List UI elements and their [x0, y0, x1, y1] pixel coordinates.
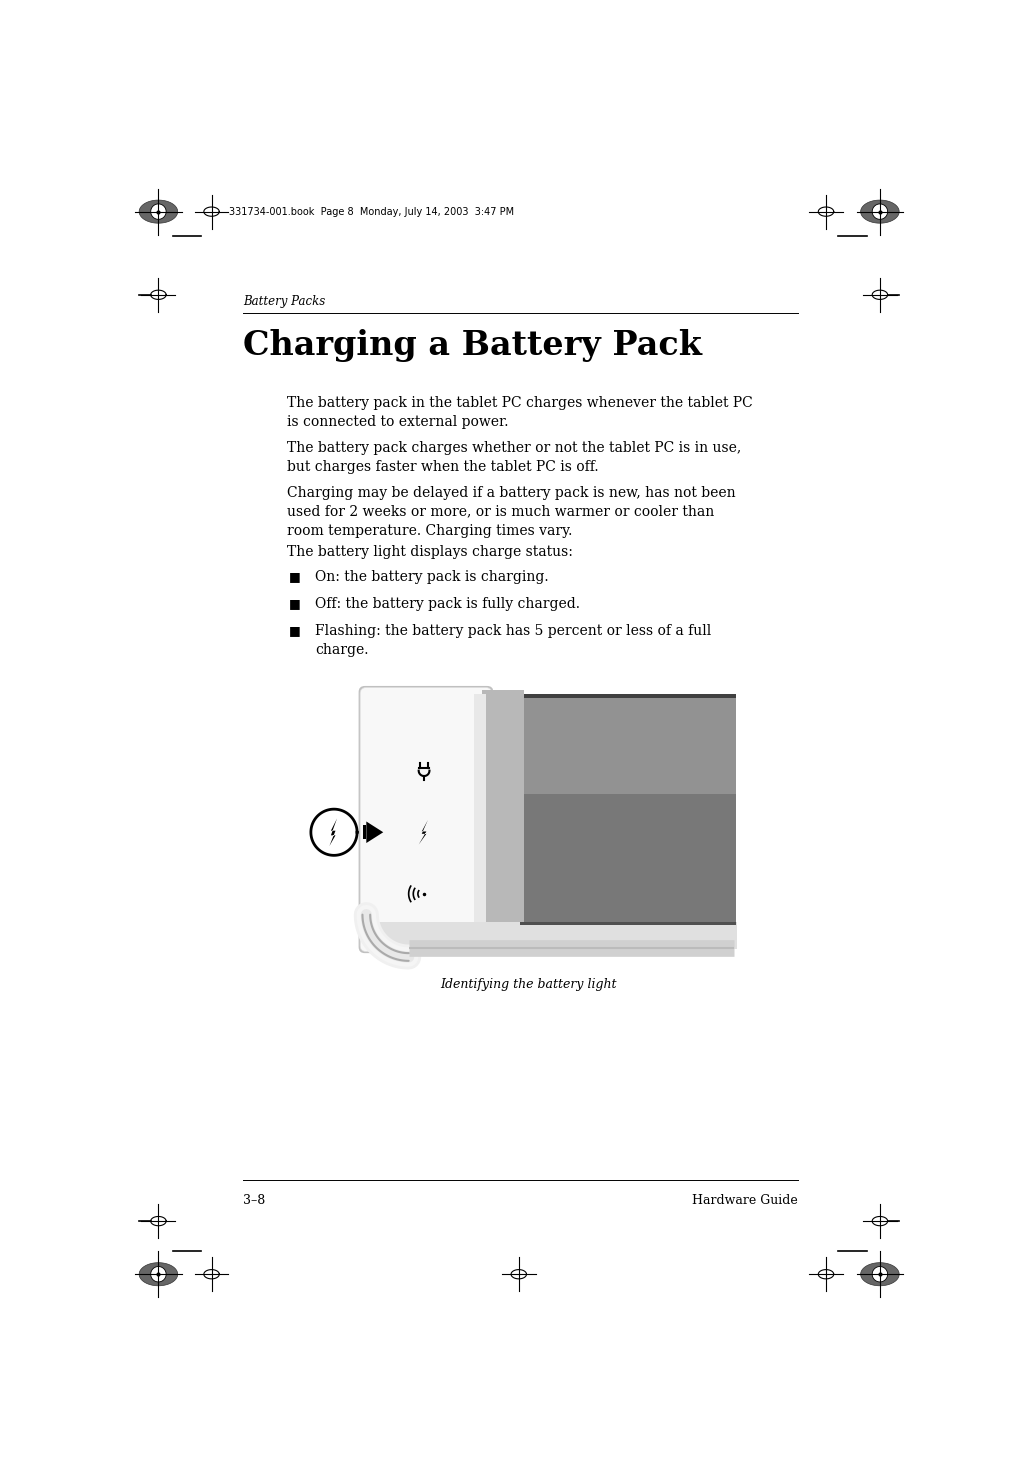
- Polygon shape: [329, 819, 337, 846]
- Text: The battery pack in the tablet PC charges whenever the tablet PC
is connected to: The battery pack in the tablet PC charge…: [287, 396, 753, 430]
- Text: Off: the battery pack is fully charged.: Off: the battery pack is fully charged.: [315, 596, 580, 611]
- Text: Charging a Battery Pack: Charging a Battery Pack: [243, 329, 702, 363]
- Text: Charging may be delayed if a battery pack is new, has not been
used for 2 weeks : Charging may be delayed if a battery pac…: [287, 485, 735, 538]
- Polygon shape: [151, 1266, 166, 1282]
- Bar: [521, 693, 735, 923]
- Bar: [521, 923, 735, 924]
- FancyBboxPatch shape: [361, 687, 492, 952]
- Bar: [521, 693, 735, 798]
- Text: ■: ■: [290, 570, 301, 583]
- Text: 331734-001.book  Page 8  Monday, July 14, 2003  3:47 PM: 331734-001.book Page 8 Monday, July 14, …: [229, 206, 515, 216]
- Bar: [320, 690, 737, 953]
- Text: Hardware Guide: Hardware Guide: [692, 1194, 797, 1208]
- Bar: [482, 690, 524, 942]
- Text: The battery light displays charge status:: The battery light displays charge status…: [287, 545, 573, 558]
- Text: 3–8: 3–8: [243, 1194, 265, 1208]
- Bar: [521, 693, 735, 697]
- Bar: [521, 693, 735, 798]
- Bar: [367, 923, 737, 949]
- Bar: [364, 826, 367, 839]
- Text: ■: ■: [290, 596, 301, 610]
- Polygon shape: [139, 1263, 177, 1285]
- Text: On: the battery pack is charging.: On: the battery pack is charging.: [315, 570, 549, 583]
- Text: Flashing: the battery pack has 5 percent or less of a full
charge.: Flashing: the battery pack has 5 percent…: [315, 624, 712, 656]
- Text: ■: ■: [290, 624, 301, 636]
- Text: Battery Packs: Battery Packs: [243, 295, 325, 308]
- Text: Identifying the battery light: Identifying the battery light: [441, 978, 617, 991]
- Polygon shape: [367, 822, 383, 844]
- FancyBboxPatch shape: [359, 686, 493, 953]
- Polygon shape: [861, 200, 900, 224]
- Bar: [521, 693, 735, 794]
- Bar: [521, 798, 735, 923]
- Bar: [474, 693, 485, 946]
- Polygon shape: [139, 200, 177, 224]
- Polygon shape: [418, 820, 427, 845]
- Polygon shape: [151, 203, 166, 219]
- Polygon shape: [872, 1266, 887, 1282]
- Polygon shape: [861, 1263, 900, 1285]
- Text: The battery pack charges whether or not the tablet PC is in use,
but charges fas: The battery pack charges whether or not …: [287, 442, 742, 474]
- Polygon shape: [872, 203, 887, 219]
